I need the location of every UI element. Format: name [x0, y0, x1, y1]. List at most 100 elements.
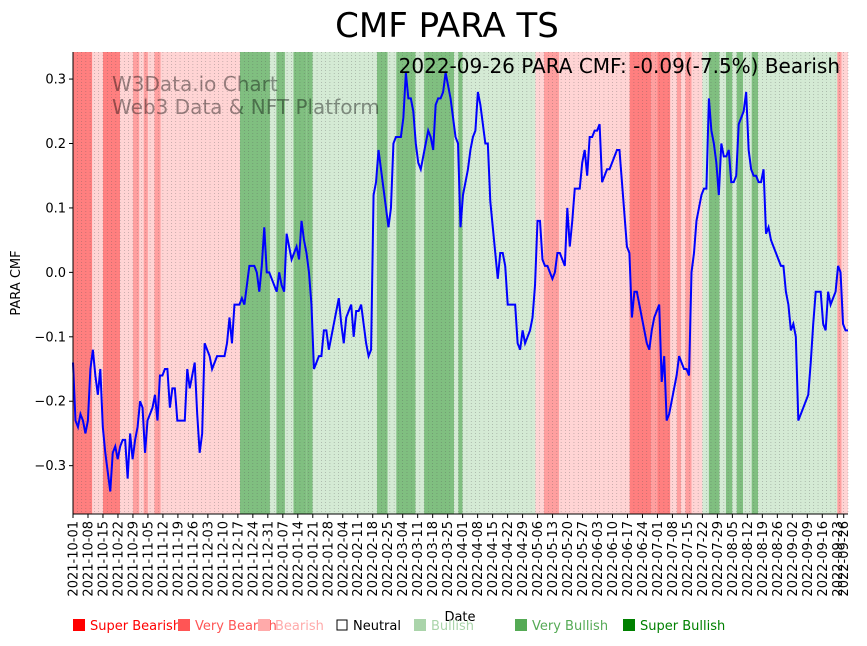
x-tick-label: 2022-01-14 [291, 521, 306, 597]
regime-band-bearish [670, 52, 677, 514]
regime-band-very-bullish [736, 52, 744, 514]
x-tick-label: 2022-06-17 [621, 521, 636, 597]
x-tick-label: 2022-08-05 [726, 521, 741, 597]
regime-band-bearish [691, 52, 703, 514]
legend-swatch-super-bearish [73, 619, 85, 631]
x-tick-label: 2022-03-04 [396, 521, 411, 597]
regime-band-bearish [147, 52, 155, 514]
series-line-para-cmf [72, 72, 848, 492]
legend-label-super-bullish: Super Bullish [640, 619, 725, 634]
axes [72, 52, 848, 515]
x-tick-label: 2022-03-11 [411, 521, 426, 597]
watermark-line-1: W3Data.io Chart [112, 72, 278, 96]
regime-band-bearish [120, 52, 133, 514]
x-tick-label: 2021-10-29 [126, 521, 141, 597]
x-tick-label: 2022-07-29 [711, 521, 726, 597]
regime-band-bullish [462, 52, 536, 514]
x-tick-label: 2022-09-09 [801, 521, 816, 597]
regime-band-very-bearish [132, 52, 140, 514]
legend-swatch-super-bullish [623, 619, 635, 631]
x-tick-label: 2022-04-08 [471, 521, 486, 597]
regime-band-very-bearish [154, 52, 161, 514]
regime-band-bullish [702, 52, 709, 514]
regime-band-bullish [387, 52, 397, 514]
regime-bands [73, 52, 848, 514]
legend-swatch-very-bearish [178, 619, 190, 631]
regime-band-very-bearish [543, 52, 559, 514]
x-gridlines [72, 52, 849, 514]
x-tick-label: 2022-06-10 [606, 521, 621, 597]
regime-band-very-bullish [751, 52, 759, 514]
x-tick-label: 2021-12-10 [216, 521, 231, 597]
legend-label-very-bullish: Very Bullish [532, 619, 608, 634]
x-tick-label: 2022-01-21 [306, 521, 321, 597]
y-tick-label: 0.3 [45, 73, 66, 88]
y-tick-label: 0.0 [45, 266, 66, 281]
y-tick-label: −0.2 [34, 395, 66, 410]
regime-band-bearish [558, 52, 630, 514]
x-tick-label: 2022-02-25 [381, 521, 396, 597]
y-tick-label: −0.3 [34, 459, 66, 474]
y-axis-ticks: −0.3 −0.2 −0.1 0.0 0.1 0.2 0.3 [34, 73, 73, 474]
legend-swatch-very-bullish [515, 619, 527, 631]
chart-title: CMF PARA TS [335, 6, 559, 46]
latest-value-annotation: 2022-09-26 PARA CMF: -0.09(-7.5%) Bearis… [399, 54, 840, 78]
x-tick-label: 2021-11-19 [171, 521, 186, 597]
x-tick-label: 2022-04-29 [516, 521, 531, 597]
x-tick-label: 2021-11-26 [186, 521, 201, 597]
x-tick-label: 2022-09-02 [786, 521, 801, 597]
x-tick-label: 2022-01-28 [321, 521, 336, 597]
legend-swatch-bearish [258, 619, 270, 631]
x-tick-label: 2022-02-11 [351, 521, 366, 597]
legend-label-neutral: Neutral [353, 619, 401, 634]
x-tick-label: 2022-05-27 [576, 521, 591, 597]
x-tick-label: 2021-10-15 [96, 521, 111, 597]
regime-band-very-bullish [239, 52, 270, 514]
legend-label-bearish: Bearish [275, 619, 324, 634]
x-tick-label: 2022-08-19 [756, 521, 771, 597]
x-tick-label: 2022-07-15 [681, 521, 696, 597]
regime-band-bearish [160, 52, 240, 514]
x-tick-label: 2022-05-06 [531, 521, 546, 597]
y-tick-label: −0.1 [34, 330, 66, 345]
y-tick-label: 0.2 [45, 137, 66, 152]
x-tick-label: 2022-02-18 [366, 521, 381, 597]
x-tick-label: 2022-07-08 [666, 521, 681, 597]
x-tick-label: 2021-12-03 [201, 521, 216, 597]
x-tick-label: 2022-04-01 [456, 521, 471, 597]
regime-band-very-bullish [725, 52, 733, 514]
regime-band-bullish [454, 52, 459, 514]
y-tick-label: 0.1 [45, 201, 66, 216]
x-tick-label: 2022-02-04 [336, 521, 351, 597]
legend-swatch-neutral [336, 619, 348, 631]
regime-band-bearish [681, 52, 686, 514]
x-tick-label: 2022-01-07 [276, 521, 291, 597]
regime-band-very-bearish [685, 52, 692, 514]
x-tick-label: 2022-09-26 [837, 521, 852, 597]
x-tick-label: 2022-07-22 [696, 521, 711, 597]
regime-band-very-bearish [651, 52, 658, 514]
x-tick-label: 2022-04-22 [501, 521, 516, 597]
regime-band-super-bearish [629, 52, 652, 514]
x-tick-label: 2021-11-12 [156, 521, 171, 597]
x-tick-label: 2022-05-13 [546, 521, 561, 597]
x-tick-label: 2021-10-08 [81, 521, 96, 597]
regime-band-bearish [92, 52, 103, 514]
x-tick-label: 2022-04-15 [486, 521, 501, 597]
regime-band-very-bullish [708, 52, 720, 514]
regime-band-bullish [719, 52, 726, 514]
x-tick-label: 2022-03-25 [441, 521, 456, 597]
x-tick-label: 2022-03-18 [426, 521, 441, 597]
x-tick-label: 2021-11-05 [141, 521, 156, 597]
x-axis-ticks: 2021-10-01 2021-10-08 2021-10-15 2021-10-22… [67, 514, 852, 597]
legend-label-bullish: Bullish [431, 619, 474, 634]
x-tick-label: 2022-09-23 [831, 521, 846, 597]
x-tick-label: 2022-08-26 [771, 521, 786, 597]
regime-band-very-bullish [396, 52, 416, 514]
x-tick-label: 2022-09-16 [816, 521, 831, 597]
x-axis-label: Date [444, 610, 475, 625]
regime-band-bearish [841, 52, 848, 514]
x-tick-label: 2022-05-20 [561, 521, 576, 597]
